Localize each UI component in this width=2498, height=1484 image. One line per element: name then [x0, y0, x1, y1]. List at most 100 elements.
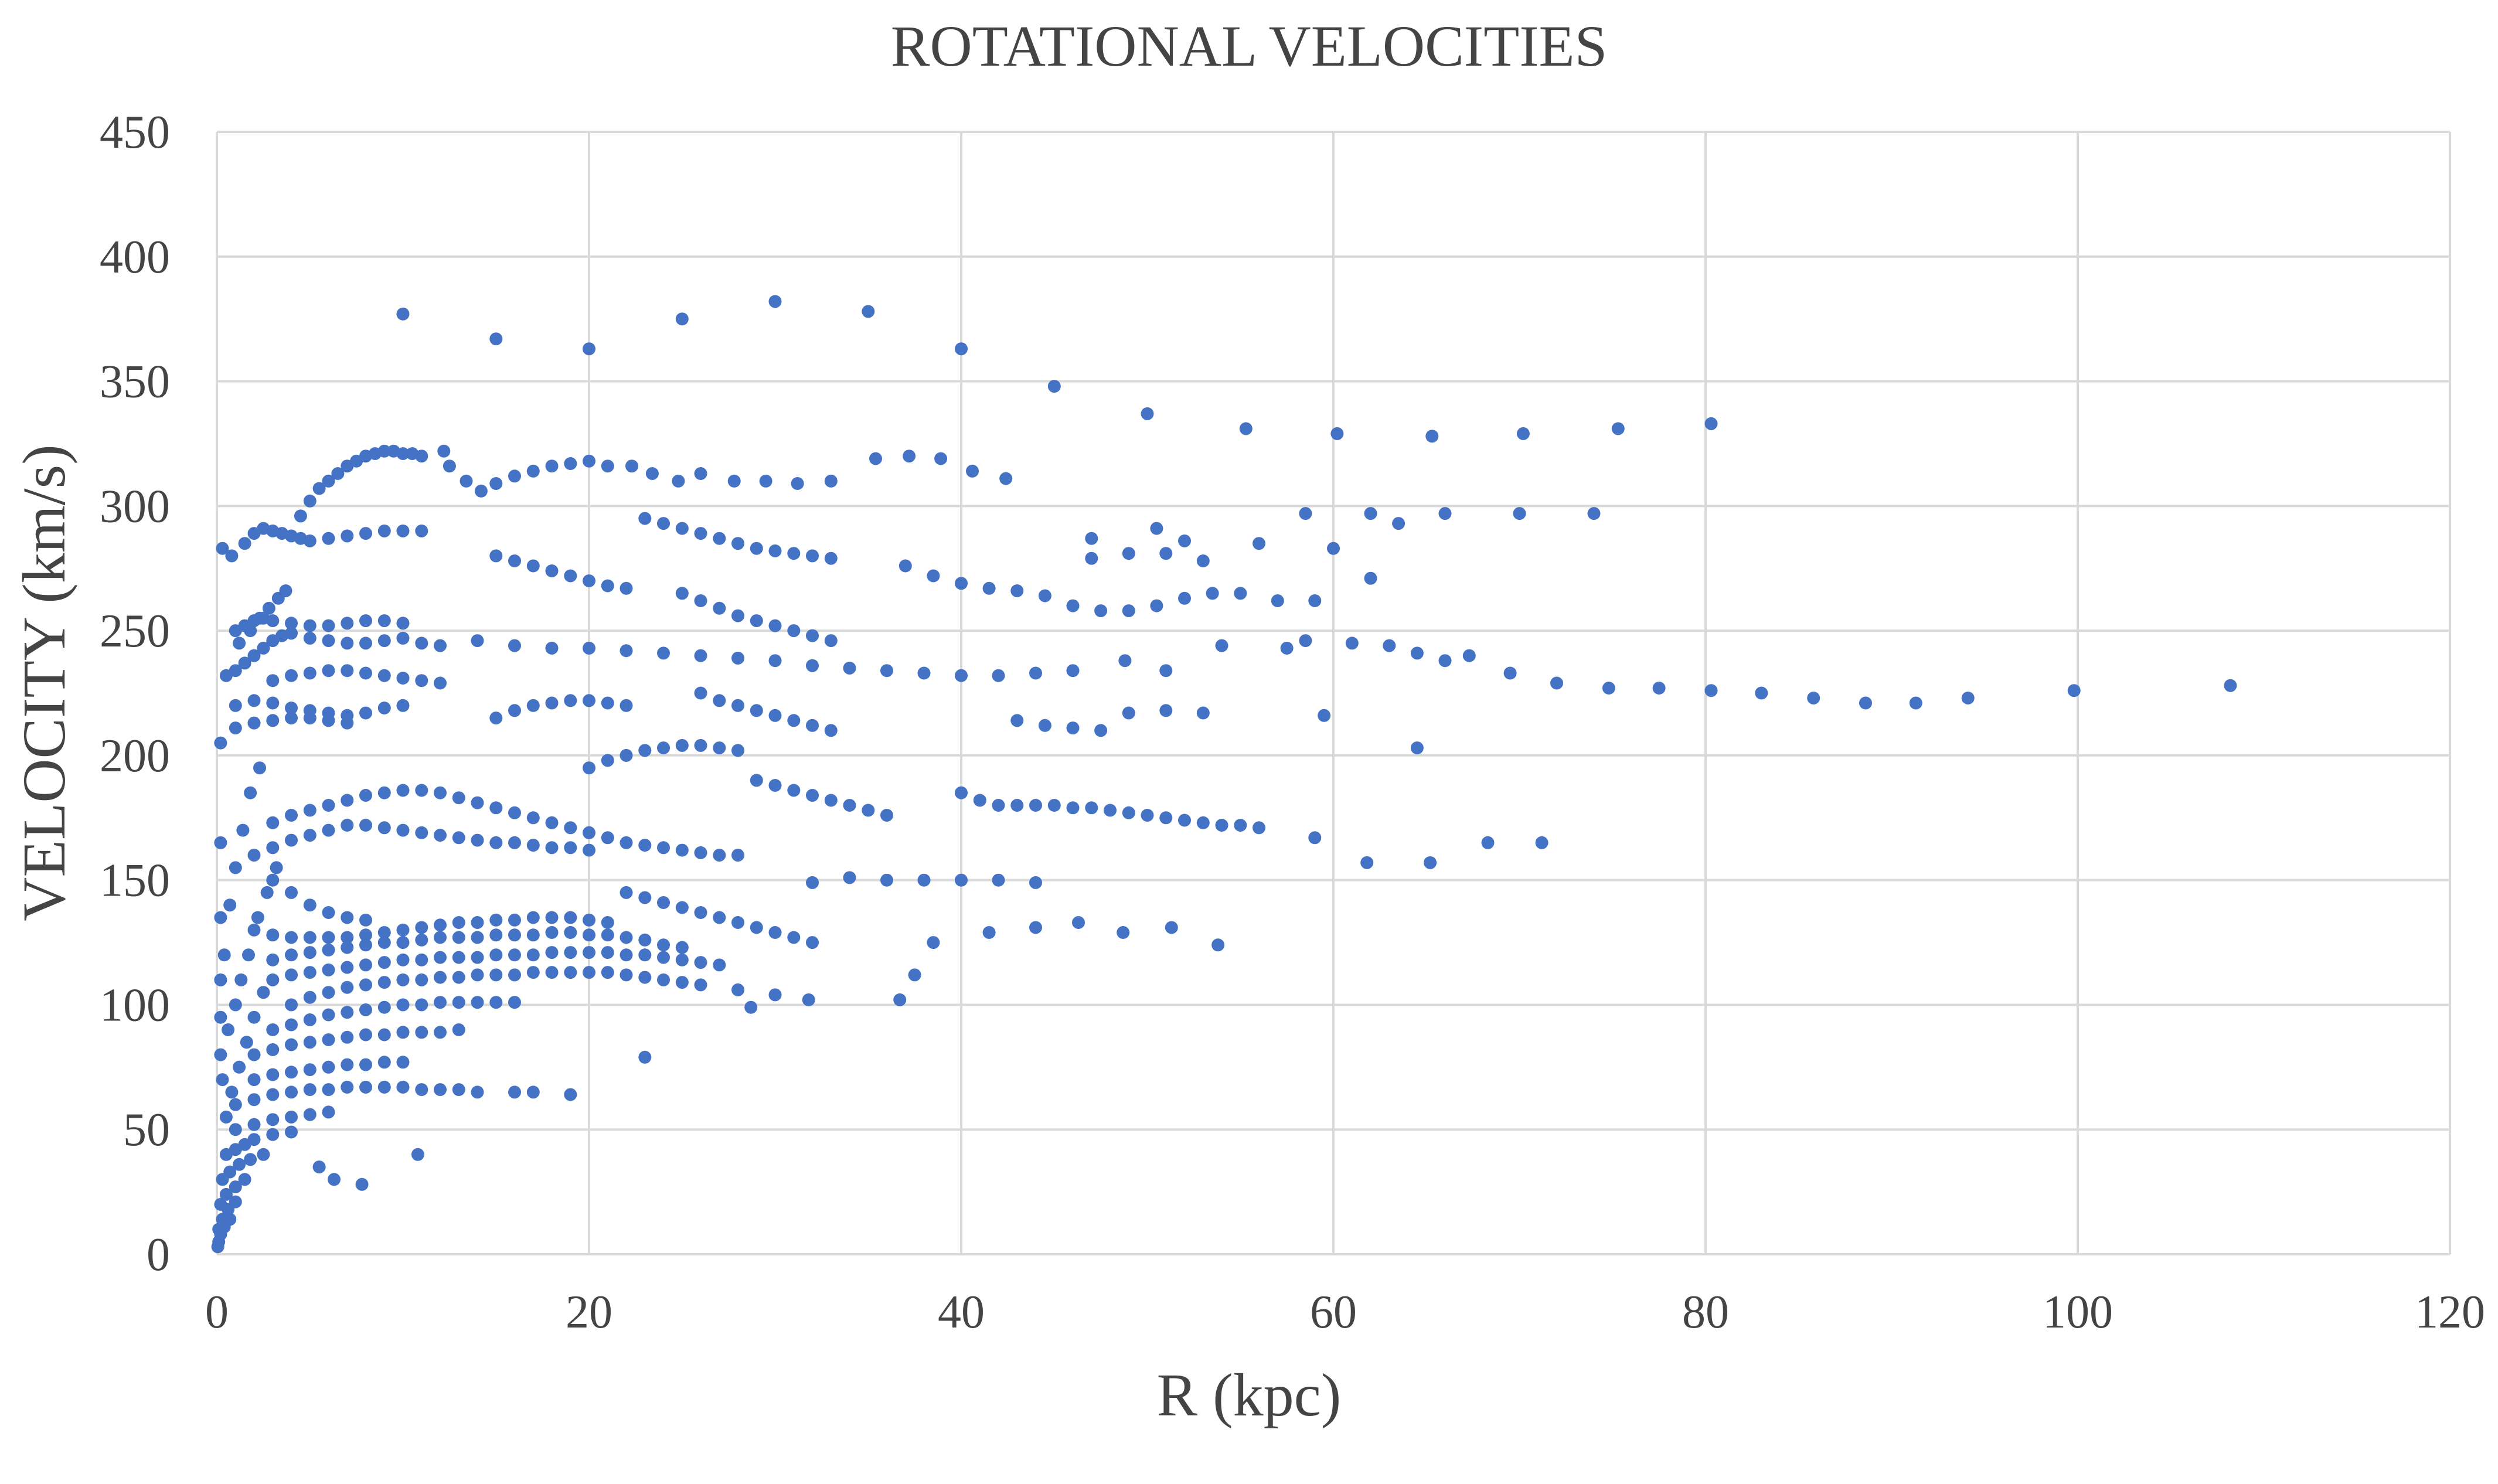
data-point — [638, 971, 652, 984]
data-point — [244, 786, 257, 799]
data-point — [1038, 589, 1051, 603]
data-point — [583, 843, 595, 857]
data-point — [917, 666, 931, 680]
data-point — [262, 601, 275, 615]
data-point — [377, 1080, 391, 1094]
data-point — [713, 601, 726, 615]
data-point — [377, 976, 391, 989]
data-point — [1299, 507, 1312, 520]
data-point — [471, 951, 484, 964]
data-point — [285, 931, 298, 944]
data-point — [303, 1083, 316, 1097]
x-tick-label: 100 — [2043, 1286, 2113, 1338]
data-point — [489, 968, 503, 982]
data-point — [675, 976, 689, 989]
data-point — [526, 839, 540, 852]
data-point — [675, 953, 689, 966]
data-point — [955, 342, 968, 356]
data-point — [731, 849, 744, 862]
data-point — [955, 669, 968, 682]
data-point — [620, 968, 633, 982]
data-point — [1122, 604, 1135, 618]
data-point — [1410, 741, 1424, 755]
data-point — [694, 906, 707, 919]
data-point — [768, 926, 782, 939]
data-point — [620, 948, 633, 962]
data-point — [713, 958, 726, 972]
data-point — [474, 484, 488, 498]
data-point — [377, 1056, 391, 1069]
data-point — [675, 843, 689, 857]
data-point — [341, 911, 354, 924]
data-point — [1047, 799, 1061, 812]
data-point — [508, 554, 521, 567]
data-point — [645, 467, 659, 480]
data-point — [266, 714, 280, 727]
data-point — [601, 966, 614, 979]
data-point — [229, 721, 242, 735]
data-point — [396, 998, 410, 1012]
data-point — [266, 1088, 280, 1101]
data-point — [545, 641, 559, 655]
data-point — [1141, 407, 1154, 420]
data-point — [768, 619, 782, 632]
data-point — [377, 634, 391, 648]
data-point — [564, 457, 577, 470]
data-point — [1424, 856, 1437, 869]
data-point — [802, 993, 815, 1006]
data-point — [229, 998, 242, 1012]
data-point — [222, 1023, 235, 1036]
data-point — [285, 1038, 298, 1051]
x-tick-label: 40 — [938, 1286, 985, 1338]
data-point — [415, 524, 428, 537]
data-point — [322, 532, 335, 545]
data-point — [359, 637, 372, 650]
data-point — [601, 579, 614, 593]
data-point — [731, 744, 744, 757]
data-point — [229, 861, 242, 874]
data-point — [806, 549, 819, 563]
data-points — [211, 295, 2237, 1254]
data-point — [1308, 831, 1322, 845]
data-point — [471, 1085, 484, 1099]
data-point — [471, 931, 484, 944]
data-point — [1010, 714, 1024, 727]
data-point — [903, 450, 916, 463]
data-point — [1206, 587, 1219, 600]
data-point — [303, 712, 316, 725]
data-point — [675, 587, 689, 600]
data-point — [657, 973, 670, 986]
data-point — [992, 873, 1005, 887]
data-point — [545, 966, 559, 979]
data-point — [396, 524, 410, 537]
data-point — [341, 941, 354, 954]
data-point — [396, 307, 410, 321]
data-point — [240, 1036, 253, 1049]
data-point — [377, 702, 391, 714]
data-point — [526, 559, 540, 573]
data-point — [824, 794, 838, 807]
data-point — [657, 517, 670, 530]
y-axis-label: VELOCITY (km/s) — [11, 444, 78, 921]
data-point — [1611, 422, 1625, 435]
data-point — [266, 816, 280, 829]
data-point — [312, 482, 326, 495]
data-point — [247, 923, 261, 937]
data-point — [713, 694, 726, 707]
data-point — [999, 472, 1013, 485]
data-point — [526, 928, 540, 942]
data-point — [322, 963, 335, 976]
data-point — [266, 696, 280, 710]
data-point — [322, 931, 335, 944]
data-point — [257, 1148, 270, 1161]
data-point — [396, 823, 410, 837]
data-point — [341, 819, 354, 832]
data-point — [731, 609, 744, 622]
data-point — [285, 712, 298, 725]
data-point — [396, 617, 410, 630]
x-tick-label: 80 — [1682, 1286, 1729, 1338]
data-point — [1652, 682, 1666, 695]
data-point — [694, 649, 707, 662]
data-point — [285, 702, 298, 714]
data-point — [806, 659, 819, 672]
